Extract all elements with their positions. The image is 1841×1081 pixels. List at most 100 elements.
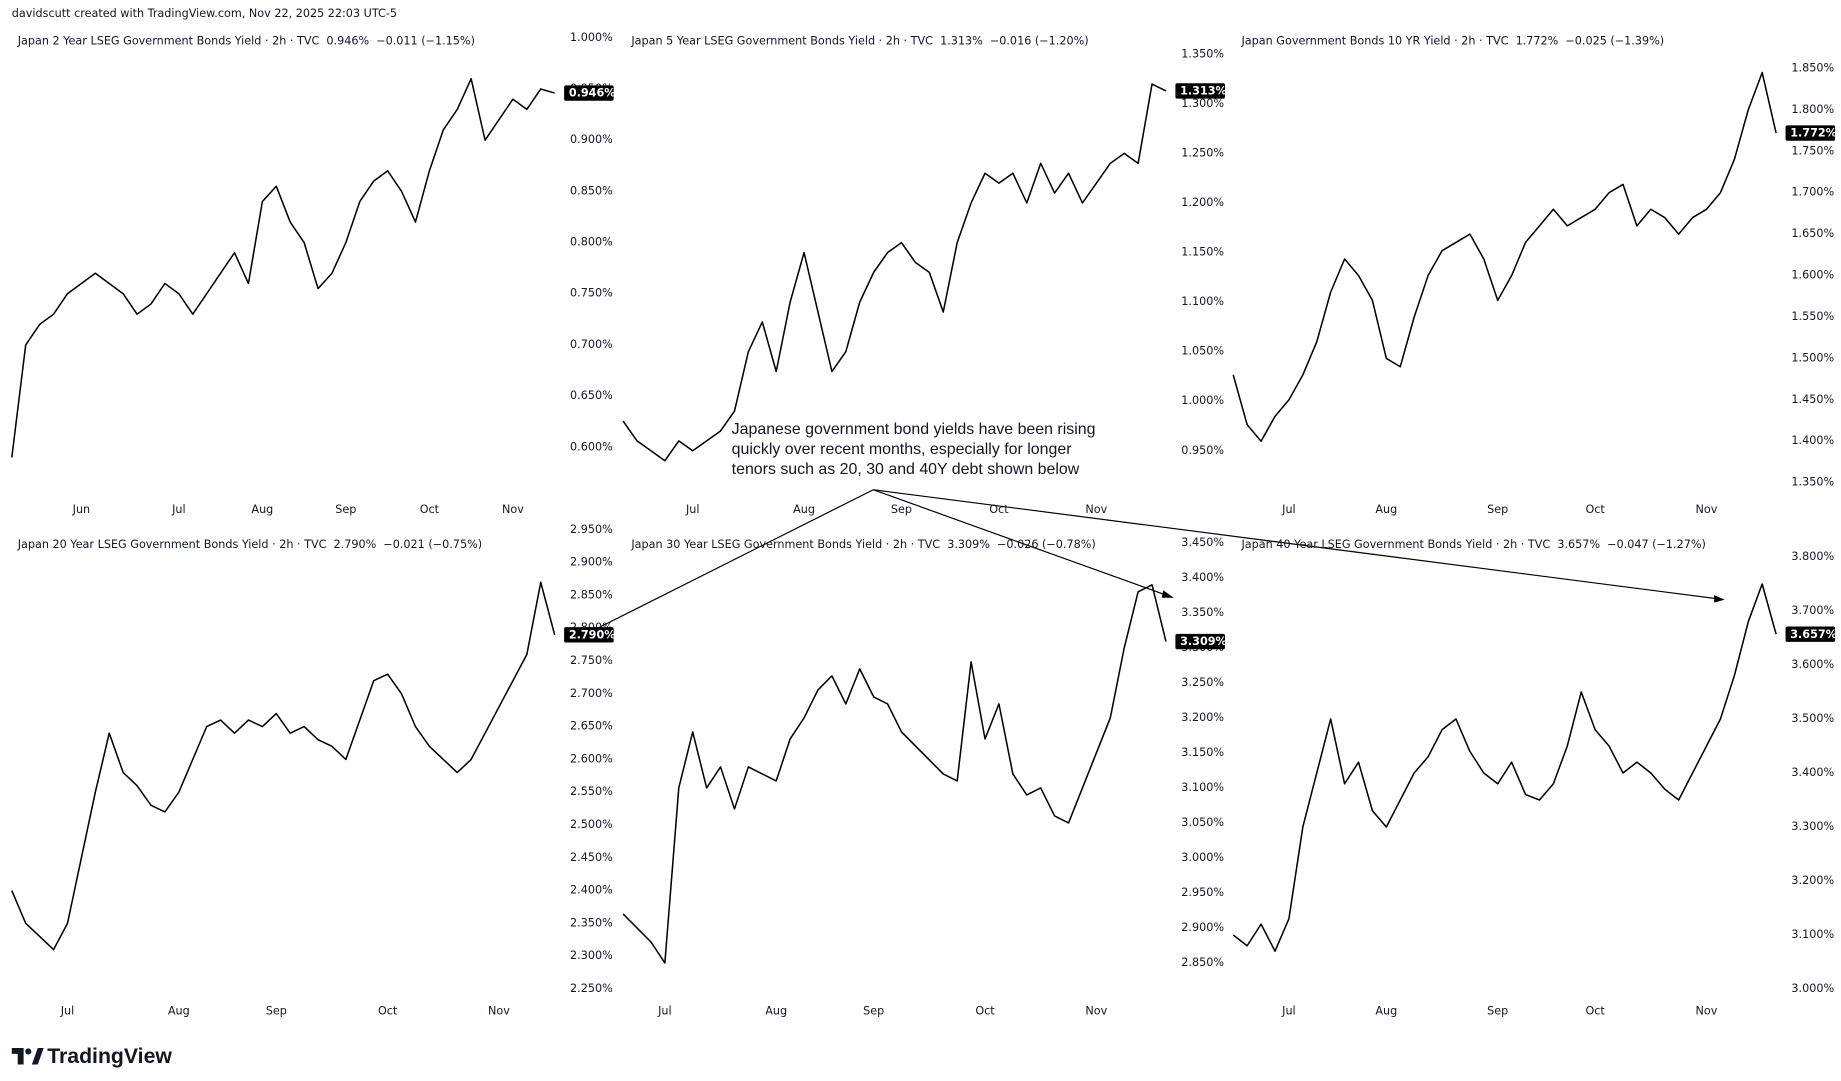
y-tick-label: 2.500%: [570, 818, 613, 831]
last-value-tag: [564, 85, 614, 101]
annotation-line: quickly over recent months, especially f…: [732, 441, 1073, 458]
series-name: Japan 30 Year LSEG Government Bonds Yiel…: [630, 538, 940, 551]
x-tick-label: Nov: [1696, 503, 1718, 516]
y-tick-label: 1.350%: [1791, 476, 1834, 489]
y-tick-label: 1.850%: [1791, 61, 1834, 74]
x-tick-label: Aug: [251, 503, 273, 516]
x-tick-label: Nov: [1085, 1004, 1107, 1017]
y-tick-label: 2.650%: [570, 720, 613, 733]
series-name: Japan 40 Year LSEG Government Bonds Yiel…: [1240, 538, 1550, 551]
y-tick-label: 0.750%: [570, 287, 613, 300]
series-name: Japan 5 Year LSEG Government Bonds Yield…: [630, 34, 933, 47]
y-tick-label: 1.600%: [1791, 269, 1834, 282]
last-value-tag: [564, 627, 614, 643]
change: −0.026 (−0.78%): [997, 538, 1096, 551]
last-value: 3.657%: [1557, 538, 1600, 551]
price-line: [622, 83, 1167, 462]
price-line: [11, 581, 556, 951]
y-tick-label: 3.400%: [1181, 571, 1224, 584]
y-tick-label: 2.600%: [570, 752, 613, 765]
y-tick-label: 1.200%: [1181, 196, 1224, 209]
y-tick-label: 3.200%: [1791, 874, 1834, 887]
last-value: 1.313%: [940, 34, 983, 47]
change: −0.047 (−1.27%): [1607, 538, 1706, 551]
y-tick-label: 2.450%: [570, 851, 613, 864]
x-tick-label: Jun: [72, 503, 91, 516]
y-tick-label: 1.100%: [1181, 295, 1224, 308]
annotation-arrows: [595, 489, 1725, 630]
y-tick-label: 3.150%: [1181, 746, 1224, 759]
y-tick-label: 2.400%: [570, 884, 613, 897]
price-line: [1232, 583, 1777, 952]
y-tick-label: 2.950%: [570, 523, 613, 536]
y-tick-label: 2.550%: [570, 785, 613, 798]
y-tick-label: 2.750%: [570, 654, 613, 667]
last-value-tag: [1785, 626, 1836, 642]
x-tick-label: Jul: [60, 1004, 75, 1017]
y-tick-label: 3.200%: [1181, 711, 1224, 724]
x-tick-label: Jul: [657, 1004, 672, 1017]
y-tick-label: 1.650%: [1791, 227, 1834, 240]
x-tick-label: Aug: [1375, 503, 1397, 516]
y-tick-label: 1.300%: [1181, 97, 1224, 110]
x-tick-label: Sep: [266, 1004, 287, 1017]
change: −0.025 (−1.39%): [1565, 34, 1664, 47]
x-tick-label: Oct: [1585, 503, 1605, 516]
y-tick-label: 2.700%: [570, 687, 613, 700]
last-value-tag: [1175, 83, 1225, 99]
y-tick-label: 3.100%: [1791, 928, 1834, 941]
x-tick-label: Oct: [378, 1004, 398, 1017]
x-tick-label: Sep: [1487, 503, 1508, 516]
last-value-label: 3.657%: [1790, 628, 1837, 641]
y-tick-label: 1.750%: [1791, 144, 1834, 157]
x-tick-label: Aug: [168, 1004, 190, 1017]
y-tick-label: 3.000%: [1791, 982, 1834, 995]
x-tick-label: Nov: [1085, 503, 1107, 516]
y-tick-label: 2.850%: [1181, 956, 1224, 969]
y-tick-label: 0.950%: [1181, 444, 1224, 457]
y-tick-label: 3.700%: [1791, 604, 1834, 617]
x-tick-label: Oct: [420, 503, 440, 516]
last-value: 2.790%: [334, 538, 377, 551]
y-tick-label: 1.250%: [1181, 146, 1224, 159]
y-tick-label: 0.850%: [570, 184, 613, 197]
y-tick-label: 1.050%: [1181, 345, 1224, 358]
y-tick-label: 3.450%: [1181, 536, 1224, 549]
y-tick-label: 2.900%: [570, 556, 613, 569]
legend-title: Japan Government Bonds 10 YR Yield · 2h …: [1240, 34, 1664, 47]
last-value-tag: [1175, 633, 1225, 650]
y-tick-label: 1.700%: [1791, 186, 1834, 199]
legend-title: Japan 20 Year LSEG Government Bonds Yiel…: [17, 538, 482, 551]
y-tick-label: 1.800%: [1791, 103, 1834, 116]
y-tick-label: 3.050%: [1181, 816, 1224, 829]
chart-panel: Japan 2 Year LSEG Government Bonds Yield…: [11, 31, 615, 516]
y-tick-label: 3.800%: [1791, 550, 1834, 563]
x-tick-label: Sep: [1487, 1004, 1508, 1017]
y-tick-label: 1.500%: [1791, 351, 1834, 364]
y-tick-label: 2.850%: [570, 588, 613, 601]
x-tick-label: Jul: [1281, 503, 1296, 516]
y-tick-label: 1.150%: [1181, 246, 1224, 259]
y-tick-label: 3.250%: [1181, 676, 1224, 689]
x-tick-label: Jul: [685, 503, 700, 516]
last-value-label: 1.313%: [1180, 85, 1227, 98]
x-tick-label: Sep: [335, 503, 356, 516]
last-value: 1.772%: [1516, 34, 1559, 47]
annotation-line: tenors such as 20, 30 and 40Y debt shown…: [732, 461, 1080, 478]
last-value-label: 2.790%: [569, 628, 616, 641]
y-tick-label: 3.300%: [1791, 820, 1834, 833]
y-tick-label: 3.000%: [1181, 851, 1224, 864]
series-name: Japan 20 Year LSEG Government Bonds Yiel…: [17, 538, 327, 551]
last-value-label: 1.772%: [1790, 127, 1837, 140]
y-tick-label: 0.800%: [570, 236, 613, 249]
header: davidscutt created with TradingView.com,…: [12, 7, 397, 20]
series-name: Japan 2 Year LSEG Government Bonds Yield…: [17, 34, 320, 47]
price-line: [1232, 71, 1777, 443]
last-value-tag: [1785, 125, 1836, 141]
y-tick-label: 2.300%: [570, 949, 613, 962]
y-tick-label: 2.900%: [1181, 921, 1224, 934]
y-tick-label: 2.250%: [570, 982, 613, 995]
chart-panel: Japan 20 Year LSEG Government Bonds Yiel…: [11, 523, 616, 1017]
y-tick-label: 3.400%: [1791, 766, 1834, 779]
